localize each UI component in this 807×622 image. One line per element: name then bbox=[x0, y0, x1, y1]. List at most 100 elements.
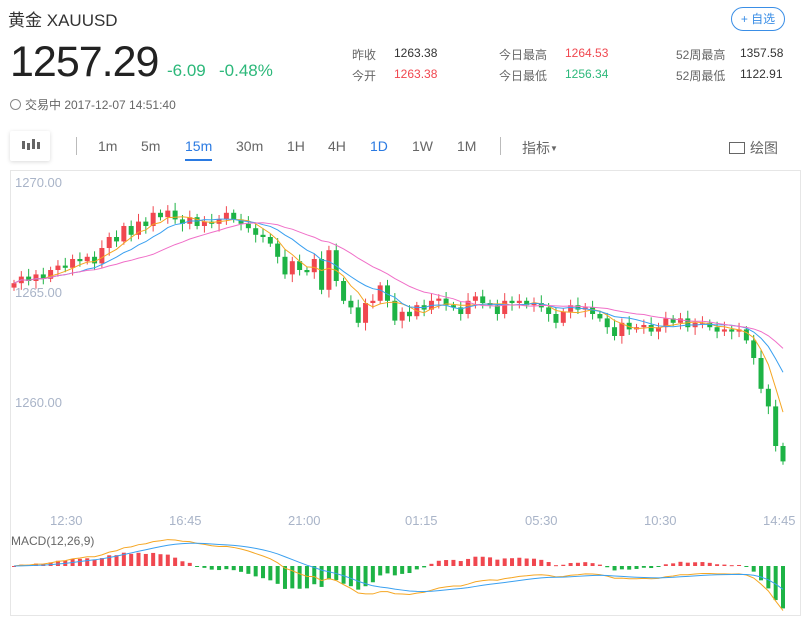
macd-bar bbox=[627, 566, 632, 570]
candle-body bbox=[619, 322, 625, 336]
macd-bar bbox=[348, 566, 353, 587]
candle-body bbox=[165, 210, 171, 218]
macd-bar bbox=[312, 566, 317, 585]
candle-body bbox=[655, 327, 661, 332]
period-4h[interactable]: 4H bbox=[328, 138, 346, 154]
candle-body bbox=[677, 318, 683, 323]
candle-body bbox=[121, 226, 127, 242]
macd-bar bbox=[407, 566, 412, 574]
draw-button[interactable]: 绘图 bbox=[729, 138, 778, 158]
candle-body bbox=[143, 221, 149, 226]
macd-bar bbox=[224, 566, 229, 570]
macd-bar bbox=[290, 566, 295, 589]
macd-bar bbox=[231, 566, 236, 571]
52w-low-value: 1122.91 bbox=[740, 67, 783, 81]
indicator-label: 指标 bbox=[522, 140, 550, 156]
period-1mo[interactable]: 1M bbox=[457, 138, 477, 154]
candle-body bbox=[136, 221, 142, 235]
macd-bar bbox=[85, 558, 90, 566]
macd-bar bbox=[737, 564, 742, 566]
macd-bar bbox=[77, 558, 82, 566]
period-1h[interactable]: 1H bbox=[287, 138, 305, 154]
candle-body bbox=[238, 219, 244, 224]
candle-body bbox=[26, 276, 32, 281]
candle-body bbox=[341, 281, 347, 301]
macd-bar bbox=[619, 566, 624, 570]
period-15m[interactable]: 15m bbox=[185, 138, 213, 161]
indicator-dropdown[interactable]: 指标▼ bbox=[522, 138, 558, 158]
x-tick-label: 16:45 bbox=[169, 513, 202, 528]
candle-body bbox=[406, 311, 412, 317]
macd-bar bbox=[553, 565, 558, 567]
macd-bar bbox=[612, 566, 617, 571]
period-5m[interactable]: 5m bbox=[141, 138, 161, 154]
candle-body bbox=[736, 329, 742, 332]
macd-bar bbox=[136, 552, 141, 566]
candle-body bbox=[399, 311, 405, 321]
macd-bar bbox=[261, 566, 266, 579]
macd-bar bbox=[326, 566, 331, 580]
period-1m[interactable]: 1m bbox=[98, 138, 118, 154]
macd-bar bbox=[114, 555, 119, 566]
macd-bar bbox=[722, 564, 727, 566]
chart-toolbar: 1m 5m 15m 30m 1H 4H 1D 1W 1M 指标▼ 绘图 bbox=[10, 131, 790, 161]
macd-bar bbox=[510, 558, 515, 566]
candle-body bbox=[780, 446, 786, 462]
macd-bar bbox=[363, 566, 368, 587]
macd-bar bbox=[165, 554, 170, 566]
candle-body bbox=[348, 300, 354, 308]
candle-body bbox=[590, 307, 596, 314]
candle-body bbox=[575, 305, 581, 310]
x-tick-label: 12:30 bbox=[50, 513, 83, 528]
period-1d[interactable]: 1D bbox=[370, 138, 388, 154]
candle-body bbox=[179, 219, 185, 224]
candle-body bbox=[729, 329, 735, 332]
macd-bar bbox=[766, 566, 771, 589]
trading-status: 交易中 2017-12-07 14:51:40 bbox=[10, 96, 176, 113]
candle-body bbox=[751, 340, 757, 358]
candle-body bbox=[392, 300, 398, 321]
macd-bar bbox=[524, 558, 529, 566]
macd-bar bbox=[143, 553, 148, 566]
candle-body bbox=[568, 305, 574, 312]
macd-bar bbox=[268, 566, 273, 581]
candle-body bbox=[223, 212, 229, 220]
candle-body bbox=[99, 248, 105, 264]
candle-body bbox=[560, 311, 566, 323]
chart-area[interactable]: 1270.00 1265.00 1260.00 12:30 16:45 21:00 01:1… bbox=[10, 170, 801, 616]
candle-body bbox=[773, 406, 779, 446]
macd-bar bbox=[531, 558, 536, 566]
chart-type-button[interactable] bbox=[10, 131, 50, 161]
macd-bar bbox=[319, 566, 324, 587]
macd-bar bbox=[707, 562, 712, 566]
macd-bar bbox=[671, 563, 676, 566]
52w-low-label: 52周最低 bbox=[676, 69, 726, 83]
macd-bar bbox=[422, 566, 427, 568]
macd-bar bbox=[33, 563, 38, 566]
macd-bar bbox=[217, 566, 222, 571]
last-price: 1257.29 bbox=[10, 38, 159, 86]
macd-bar bbox=[759, 566, 764, 581]
day-high-label: 今日最高 bbox=[499, 48, 548, 62]
macd-label: MACD(12,26,9) bbox=[11, 534, 94, 548]
macd-bar bbox=[444, 560, 449, 566]
period-1w[interactable]: 1W bbox=[412, 138, 433, 154]
period-30m[interactable]: 30m bbox=[236, 138, 264, 154]
candlestick-chart[interactable]: 1270.00 1265.00 1260.00 12:30 16:45 21:00 01:1… bbox=[11, 171, 802, 617]
clock-icon bbox=[10, 99, 21, 110]
candle-body bbox=[458, 307, 464, 314]
candle-body bbox=[106, 237, 112, 248]
x-tick-label: 14:45 bbox=[763, 513, 796, 528]
macd-bar bbox=[158, 554, 163, 566]
add-watchlist-button[interactable]: + 自选 bbox=[731, 7, 785, 31]
macd-bar bbox=[187, 562, 192, 566]
candle-body bbox=[612, 327, 618, 336]
candle-body bbox=[62, 265, 68, 268]
macd-bar bbox=[151, 552, 156, 566]
macd-dea-line bbox=[13, 542, 784, 593]
price-change: -6.09 bbox=[167, 61, 206, 80]
macd-bar bbox=[341, 566, 346, 584]
ma10-line bbox=[13, 218, 784, 373]
price-change-pct: -0.48% bbox=[219, 61, 273, 80]
candle-body bbox=[253, 228, 259, 235]
